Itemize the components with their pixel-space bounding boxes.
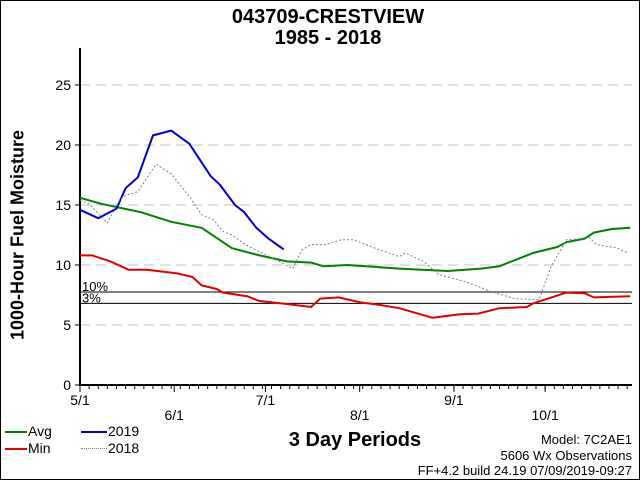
- x-tick-label: 6/1: [165, 407, 185, 423]
- y-tick-label: 25: [55, 77, 71, 93]
- legend-swatch-2019: [81, 431, 107, 433]
- y-tick-label: 20: [55, 137, 71, 153]
- y-tick-label: 15: [55, 197, 71, 213]
- legend-label-min: Min: [28, 440, 51, 456]
- series-line-avg: [79, 196, 631, 272]
- observations-text: 5606 Wx Observations: [500, 448, 632, 463]
- y-tick-label: 0: [63, 377, 71, 393]
- x-tick-label: 10/1: [531, 407, 558, 423]
- x-tick-label: 9/1: [444, 392, 464, 408]
- y-tick-label: 5: [63, 317, 71, 333]
- legend-label-2018: 2018: [108, 440, 140, 456]
- x-axis-label: 3 Day Periods: [288, 429, 422, 451]
- x-tick-label: 5/1: [70, 392, 90, 408]
- chart-subtitle: 1985 - 2018: [274, 27, 382, 49]
- model-text: Model: 7C2AE1: [540, 432, 632, 447]
- series-line-min: [80, 254, 631, 319]
- build-text: FF+4.2 build 24.19 07/09/2019-09:27: [417, 463, 632, 478]
- threshold-label: 3%: [82, 290, 101, 305]
- y-tick-label: 10: [55, 257, 71, 273]
- series-line-2018: [79, 163, 628, 301]
- legend-label-2019: 2019: [108, 423, 140, 439]
- threshold-label: 10%: [82, 279, 108, 294]
- chart-title: 043709-CRESTVIEW: [231, 6, 425, 28]
- series-line-2019: [79, 129, 285, 251]
- legend-swatch-min: [5, 448, 27, 450]
- x-tick-label: 8/1: [350, 407, 370, 423]
- legend-swatch-avg: [5, 431, 27, 433]
- legend-label-avg: Avg: [28, 423, 52, 439]
- x-tick-label: 7/1: [256, 392, 276, 408]
- legend-swatch-2018: [81, 448, 107, 449]
